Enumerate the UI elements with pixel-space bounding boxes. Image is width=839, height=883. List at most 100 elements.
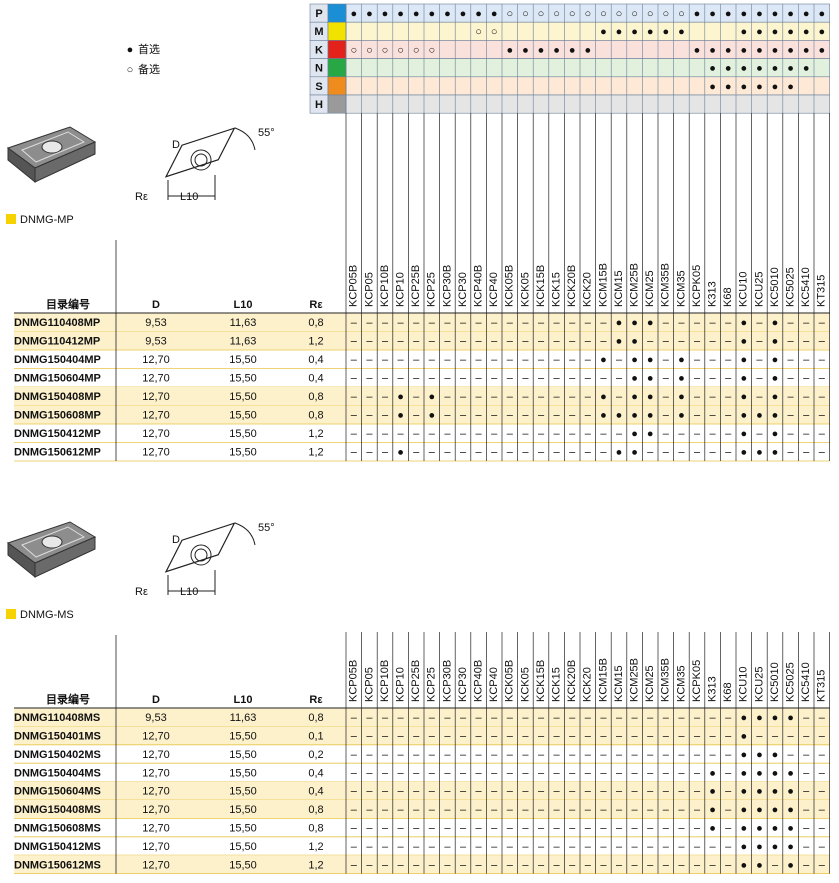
iso-cell: ● (725, 8, 732, 20)
grade-cell: – (600, 804, 607, 816)
grade-cell: – (678, 786, 685, 798)
grade-cell: ● (772, 391, 779, 403)
grade-cell: – (429, 354, 436, 366)
grade-cell: – (756, 428, 763, 440)
iso-cell: ● (772, 26, 779, 38)
grade-label: KC5010 (769, 267, 781, 307)
grade-cell: – (382, 447, 389, 459)
grade-cell: – (538, 823, 545, 835)
grade-cell: – (819, 336, 826, 348)
grade-cell: – (351, 823, 358, 835)
grade-label: KCP10B (379, 265, 391, 307)
grade-cell: – (413, 767, 420, 779)
grade-cell: – (819, 354, 826, 366)
iso-cell: ● (818, 44, 825, 56)
grade-cell: – (382, 712, 389, 724)
grade-cell: – (522, 447, 529, 459)
legend-symbol: ● (127, 44, 134, 56)
grade-cell: – (663, 712, 670, 724)
section-title: DNMG-MP (20, 214, 74, 226)
grade-cell: – (382, 786, 389, 798)
grade-cell: – (538, 841, 545, 853)
grade-label: KC5025 (785, 662, 797, 702)
diagram-rhombus (164, 127, 236, 178)
iso-cell: ● (694, 8, 701, 20)
dim-d: 12,70 (142, 447, 170, 459)
iso-cell: ○ (631, 8, 638, 20)
grade-label: KCM15B (597, 658, 609, 702)
grade-cell: – (803, 786, 810, 798)
part-number: DNMG150612MS (14, 859, 101, 871)
grade-cell: ● (740, 391, 747, 403)
grade-cell: – (444, 317, 451, 329)
grade-cell: – (569, 410, 576, 422)
grade-cell: – (788, 336, 795, 348)
grade-cell: – (476, 712, 483, 724)
grade-cell: – (351, 354, 358, 366)
grade-label: KCM25B (629, 658, 641, 702)
iso-cell: ● (740, 63, 747, 75)
grade-cell: – (538, 749, 545, 761)
grade-cell: – (803, 354, 810, 366)
iso-cell: ○ (522, 8, 529, 20)
grade-cell: – (725, 317, 732, 329)
iso-cell: ● (709, 63, 716, 75)
grade-cell: ● (397, 391, 404, 403)
iso-cell: ● (756, 63, 763, 75)
grade-cell: – (382, 767, 389, 779)
column-header: Rε (309, 694, 323, 706)
grade-cell: – (678, 447, 685, 459)
grade-cell: ● (740, 786, 747, 798)
grade-cell: – (398, 841, 405, 853)
grade-cell: – (476, 391, 483, 403)
iso-cell: ● (460, 8, 467, 20)
grade-cell: – (678, 712, 685, 724)
iso-letter: M (314, 26, 323, 38)
grade-cell: – (600, 317, 607, 329)
grade-cell: – (725, 336, 732, 348)
grade-cell: – (725, 749, 732, 761)
iso-cell: ○ (584, 8, 591, 20)
grade-label: KCP25 (426, 667, 438, 702)
grade-cell: – (710, 336, 717, 348)
grade-cell: – (694, 859, 701, 871)
grade-cell: – (647, 731, 654, 743)
grade-cell: – (569, 373, 576, 385)
grade-cell: – (600, 749, 607, 761)
part-number: DNMG150604MS (14, 786, 101, 798)
grade-cell: ● (756, 410, 763, 422)
dim-d: 9,53 (145, 317, 166, 329)
grade-cell: ● (616, 336, 623, 348)
iso-cell: ○ (350, 44, 357, 56)
iso-cell: ○ (397, 44, 404, 56)
grade-cell: – (554, 373, 561, 385)
grade-cell: – (366, 767, 373, 779)
iso-cell: ● (444, 8, 451, 20)
dim-d: 12,70 (142, 786, 170, 798)
grade-cell: – (569, 786, 576, 798)
grade-cell: – (522, 841, 529, 853)
grade-cell: – (398, 823, 405, 835)
iso-cell: ● (740, 26, 747, 38)
grade-cell: – (351, 712, 358, 724)
grade-cell: – (491, 786, 498, 798)
iso-cell: ● (725, 44, 732, 56)
row-band (14, 405, 830, 424)
grade-cell: – (413, 410, 420, 422)
grade-cell: – (460, 712, 467, 724)
grade-cell: – (398, 712, 405, 724)
grade-cell: – (663, 859, 670, 871)
grade-cell: ● (740, 731, 747, 743)
grade-cell: ● (647, 428, 654, 440)
grade-cell: – (538, 391, 545, 403)
part-number: DNMG150604MP (14, 373, 101, 385)
grade-cell: ● (600, 354, 607, 366)
grade-cell: – (554, 731, 561, 743)
grade-cell: – (663, 786, 670, 798)
grade-cell: – (398, 428, 405, 440)
grade-cell: ● (740, 823, 747, 835)
grade-label: KCK20 (582, 272, 594, 307)
iso-cell: ● (413, 8, 420, 20)
grade-label: K68 (722, 682, 734, 702)
